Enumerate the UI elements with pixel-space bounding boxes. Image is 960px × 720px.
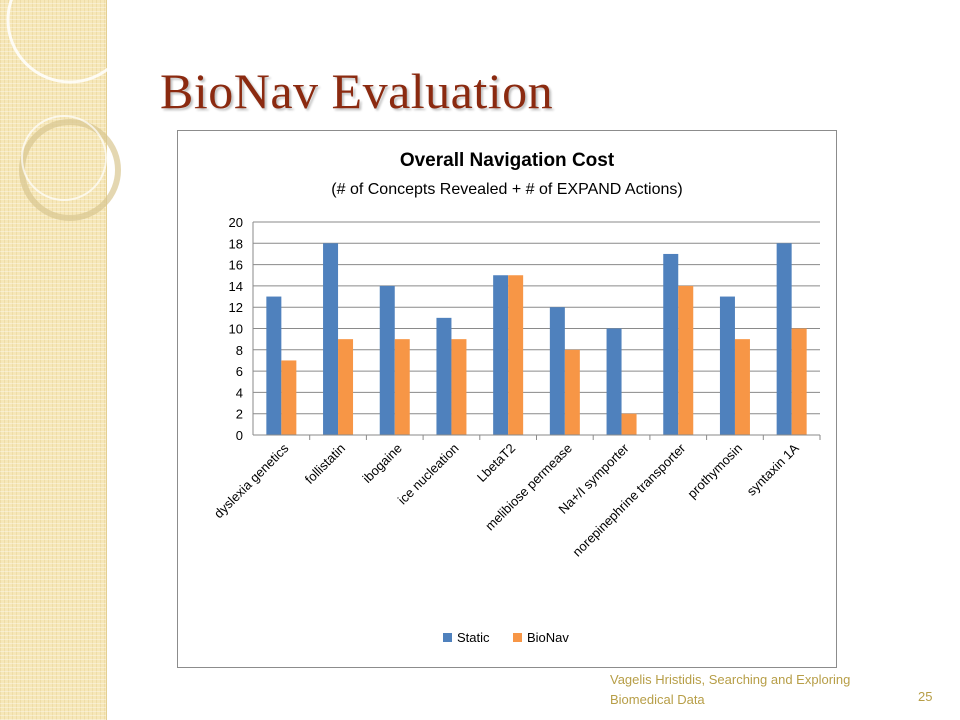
chart-frame: Overall Navigation Cost (# of Concepts R…	[177, 130, 837, 668]
x-tick-label: norepinephrine transporter	[569, 440, 688, 559]
bar-bionav	[678, 285, 694, 435]
decorative-circles	[6, 0, 134, 221]
legend-label-bionav: BioNav	[527, 630, 569, 645]
bar-bionav	[394, 339, 410, 435]
y-tick-label: 4	[236, 385, 243, 400]
bar-bionav	[508, 275, 524, 435]
bar-chart: Overall Navigation Cost (# of Concepts R…	[211, 150, 821, 645]
bar-static	[776, 243, 792, 435]
bar-static	[606, 328, 622, 435]
bar-bionav	[338, 339, 354, 435]
y-tick-label: 16	[229, 258, 243, 273]
y-tick-label: 12	[229, 300, 243, 315]
y-tick-label: 2	[236, 407, 243, 422]
y-tick-label: 6	[236, 364, 243, 379]
legend-swatch-static	[443, 633, 452, 642]
legend-label-static: Static	[457, 630, 490, 645]
bar-static	[663, 253, 679, 435]
bar-static	[266, 296, 282, 435]
footer-text: Vagelis Hristidis, Searching and Explori…	[610, 672, 851, 707]
x-tick-label: LbetaT2	[474, 441, 518, 485]
y-tick-label: 20	[229, 215, 243, 230]
bar-bionav	[564, 349, 580, 435]
bar-static	[436, 317, 452, 435]
bar-static	[719, 296, 735, 435]
legend-swatch-bionav	[513, 633, 522, 642]
bars	[266, 243, 807, 435]
bar-static	[379, 285, 395, 435]
y-tick-label: 10	[229, 322, 243, 337]
bar-bionav	[791, 328, 807, 435]
x-tick-label: dyslexia genetics	[211, 440, 292, 521]
bar-static	[549, 307, 565, 435]
bar-bionav	[281, 360, 297, 435]
x-tick-label: follistatin	[302, 441, 348, 487]
y-tick-label: 0	[236, 428, 243, 443]
bar-bionav	[451, 339, 467, 435]
y-tick-label: 18	[229, 236, 243, 251]
chart-subtitle: (# of Concepts Revealed + # of EXPAND Ac…	[331, 181, 682, 198]
bar-static	[493, 275, 509, 435]
bar-bionav	[621, 413, 637, 435]
x-tick-label: prothymosin	[684, 441, 745, 502]
bar-bionav	[734, 339, 750, 435]
y-tick-label: 14	[229, 279, 243, 294]
bar-static	[323, 243, 339, 435]
x-tick-label: ice nucleation	[395, 441, 462, 508]
x-tick-label: ibogaine	[360, 441, 405, 486]
x-tick-label: syntaxin 1A	[744, 440, 802, 498]
slide-title: BioNav Evaluation	[160, 63, 554, 119]
left-decorative-band	[0, 0, 107, 720]
y-tick-label: 8	[236, 343, 243, 358]
page-number: 25	[918, 689, 933, 704]
chart-title: Overall Navigation Cost	[400, 150, 615, 171]
legend: Static BioNav	[443, 630, 569, 645]
